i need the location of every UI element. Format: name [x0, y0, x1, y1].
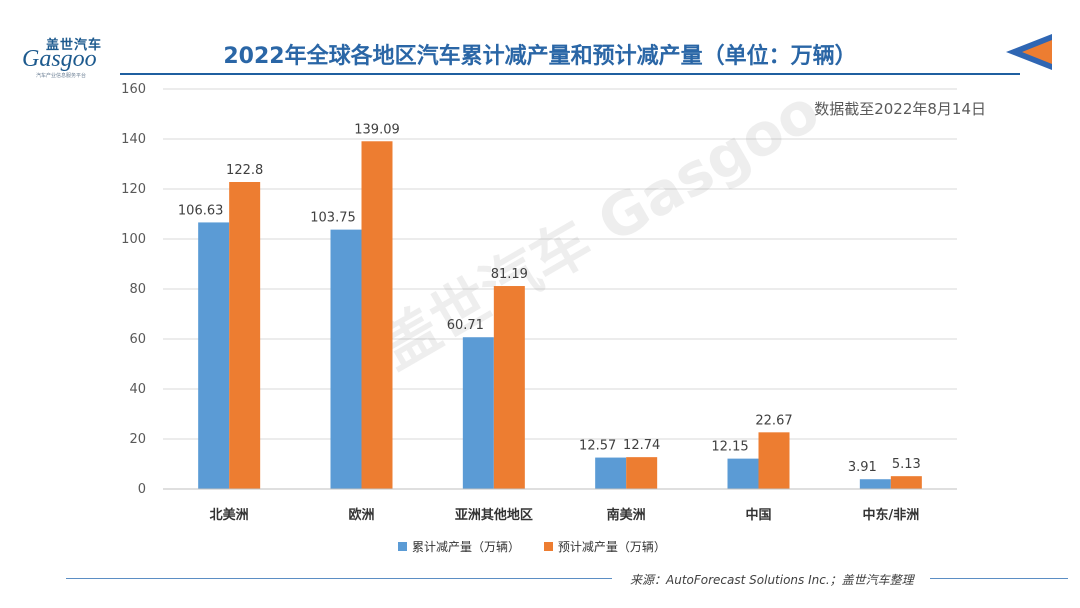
- bar-series1-1: [330, 229, 362, 489]
- x-tick-label: 中国: [745, 507, 771, 523]
- y-axis-ticks: 0 20 40 60 80 100 120 140 160: [121, 82, 146, 497]
- legend-swatch-cumulative: [398, 542, 407, 551]
- legend-item-forecast: 预计减产量（万辆）: [543, 538, 666, 555]
- bar-series2-1: [361, 141, 393, 489]
- data-label-series1-1: 103.75: [310, 211, 356, 226]
- data-label-series1-2: 60.71: [447, 318, 484, 333]
- bars: [198, 141, 922, 490]
- footer-rule-left: [66, 578, 612, 579]
- data-label-series2-0: 122.8: [226, 163, 263, 178]
- data-label-series2-2: 81.19: [491, 267, 528, 282]
- legend-label-forecast: 预计减产量（万辆）: [557, 540, 666, 554]
- y-tick-label: 80: [129, 282, 146, 297]
- data-label-series1-5: 3.91: [848, 460, 877, 475]
- legend-item-cumulative: 累计减产量（万辆）: [398, 538, 520, 555]
- legend-label-cumulative: 累计减产量（万辆）: [412, 540, 521, 554]
- bar-series1-2: [462, 337, 494, 489]
- bar-series2-4: [758, 432, 790, 489]
- gridlines: [163, 88, 957, 440]
- corner-arrow-orange: [1022, 40, 1052, 64]
- bar-series2-5: [890, 476, 922, 489]
- bar-series1-5: [859, 479, 891, 489]
- y-tick-label: 140: [121, 132, 146, 147]
- chart-title: 2022年全球各地区汽车累计减产量和预计减产量（单位：万辆）: [223, 44, 857, 69]
- y-tick-label: 100: [121, 232, 146, 247]
- footer-rule-right: [930, 578, 1068, 579]
- y-tick-label: 20: [129, 432, 146, 447]
- data-label-series2-1: 139.09: [354, 122, 400, 137]
- data-cutoff-note: 数据截至2022年8月14日: [814, 100, 986, 118]
- x-tick-label: 中东/非洲: [862, 507, 919, 523]
- watermark-text: 盖世汽车 Gasgoo: [368, 76, 830, 382]
- data-label-series1-0: 106.63: [178, 203, 224, 218]
- logo-tagline: 汽车产业信息服务平台: [36, 73, 87, 79]
- watermark: 盖世汽车 Gasgoo: [368, 76, 830, 382]
- bar-series2-0: [229, 182, 261, 489]
- data-label-series2-3: 12.74: [623, 438, 660, 453]
- logo-chinese-text: 盖世汽车: [46, 38, 103, 53]
- bar-series2-3: [626, 457, 658, 489]
- y-tick-label: 60: [129, 332, 146, 347]
- gasgoo-logo: 盖世汽车 Gasgoo 汽车产业信息服务平台: [14, 34, 114, 79]
- y-tick-label: 120: [121, 182, 146, 197]
- x-axis-labels: 北美洲 欧洲 亚洲其他地区 南美洲 中国 中东/非洲: [210, 507, 920, 523]
- logo-english-text: Gasgoo: [22, 46, 97, 72]
- title-underline: [120, 73, 1020, 75]
- corner-arrow-icon: [1006, 34, 1052, 70]
- data-label-series1-3: 12.57: [579, 439, 616, 454]
- bar-series2-2: [493, 286, 525, 489]
- x-tick-label: 欧洲: [348, 507, 374, 523]
- legend: 累计减产量（万辆） 预计减产量（万辆）: [398, 538, 686, 555]
- bar-series1-0: [198, 222, 230, 490]
- data-label-series2-4: 22.67: [755, 413, 792, 428]
- bar-series1-3: [595, 457, 627, 489]
- y-tick-label: 0: [138, 482, 146, 497]
- y-tick-label: 160: [121, 82, 146, 97]
- source-note: 来源：AutoForecast Solutions Inc.；盖世汽车整理: [630, 573, 914, 587]
- legend-swatch-forecast: [543, 542, 553, 551]
- data-labels: 106.63 122.8 103.75 139.09 60.71 81.19 12.57 12…: [178, 122, 921, 475]
- data-label-series1-4: 12.15: [711, 440, 748, 455]
- y-tick-label: 40: [129, 382, 146, 397]
- bar-series1-4: [727, 458, 759, 489]
- x-tick-label: 北美洲: [210, 507, 249, 523]
- data-label-series2-5: 5.13: [892, 457, 921, 472]
- x-tick-label: 南美洲: [607, 507, 646, 523]
- x-tick-label: 亚洲其他地区: [455, 507, 533, 523]
